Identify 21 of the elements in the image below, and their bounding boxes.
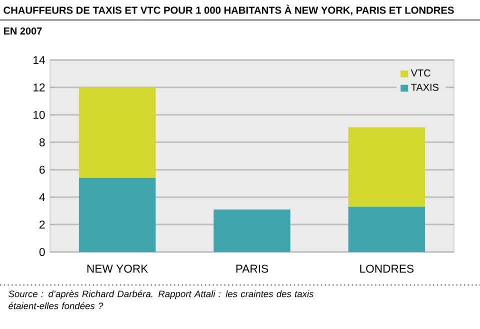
y-tick-label: 0 — [39, 248, 45, 256]
legend-label: VTC — [410, 69, 430, 77]
bar — [78, 178, 156, 252]
y-tick-label: 10 — [34, 110, 45, 119]
bar — [78, 87, 156, 178]
legend-label: TAXIS — [411, 84, 439, 91]
x-tick-label: NEW YORK — [87, 264, 148, 273]
source-note: Source : d’après Richard Darbéra. Rapport Attali : les craintes des taxis étaient-elles fondées ? — [8, 290, 314, 310]
y-tick-label: 14 — [34, 56, 45, 64]
chart-subtitle: EN 2007 — [4, 27, 42, 35]
bar — [348, 206, 426, 252]
x-tick-label: LONDRES — [360, 264, 414, 273]
y-tick-label: 8 — [40, 138, 45, 146]
y-tick-label: 4 — [39, 193, 45, 202]
y-tick-label: 2 — [40, 220, 45, 229]
y-tick-label: 6 — [40, 166, 45, 174]
bar — [214, 209, 290, 252]
y-tick-label: 12 — [34, 83, 45, 92]
x-tick-label: PARIS — [236, 264, 268, 273]
chart-title: CHAUFFEURS DE TAXIS ET VTC POUR 1 000 HABITANTS À NEW YORK, PARIS ET LONDRES — [4, 4, 454, 16]
bar — [348, 127, 426, 207]
